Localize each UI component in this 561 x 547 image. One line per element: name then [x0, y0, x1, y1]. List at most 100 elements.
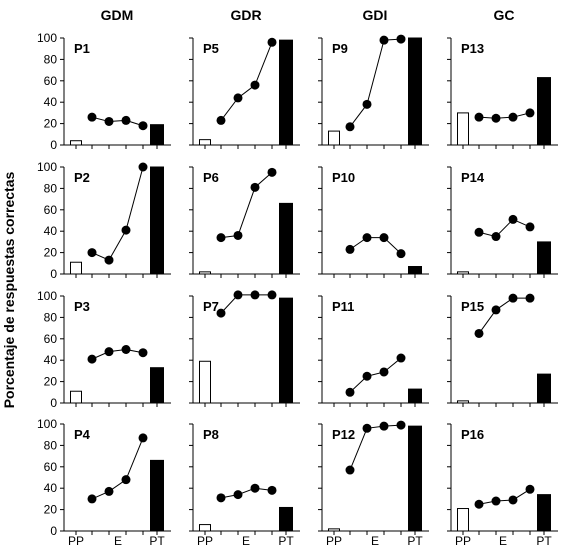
data-point-e [491, 113, 501, 123]
group-headers: GDM GDR GDI GC [101, 7, 515, 23]
panel-p3: 0 20 40 60 80 100 P3 [37, 289, 171, 410]
panel-label: P14 [461, 170, 485, 185]
bar-pp [328, 528, 340, 532]
bar-pt [150, 166, 164, 275]
panel-label: P2 [74, 170, 90, 185]
bar-pt [537, 373, 551, 404]
data-point-e [121, 345, 131, 354]
bar-pt [279, 297, 293, 404]
x-tick-label-e-col1: E [114, 534, 122, 547]
bar-pt [537, 241, 551, 275]
data-point-e [379, 35, 389, 45]
panel-label: P16 [461, 427, 484, 442]
bar-pp [199, 524, 211, 532]
data-point-e [508, 293, 518, 303]
data-point-e [121, 115, 131, 125]
data-point-e [474, 499, 484, 509]
data-point-e [362, 371, 372, 381]
bar-pt [408, 425, 422, 532]
data-point-e [233, 230, 243, 240]
bar-pt [537, 494, 551, 532]
y-tick-label: 100 [37, 31, 57, 45]
data-point-e [104, 347, 114, 357]
data-point-e [525, 222, 535, 232]
data-point-e [138, 162, 148, 172]
panel-p1: 0 20 40 60 80 100 P1 [37, 31, 171, 152]
data-point-e [379, 367, 389, 377]
group-label-gdm: GDM [101, 7, 134, 23]
data-point-e [250, 80, 260, 90]
y-tick-label: 20 [44, 246, 58, 260]
panel-p6: P6 [189, 166, 300, 278]
series-line-e [478, 488, 531, 505]
series-line-e [349, 424, 402, 471]
data-point-e [121, 475, 131, 485]
data-point-e [216, 233, 226, 243]
series-line-e [478, 218, 531, 238]
panel-p7: P7 [189, 290, 300, 407]
data-point-e [362, 233, 372, 243]
x-axis-labels: PP E PT PP E PT PP E PT PP E PT [68, 534, 552, 547]
panel-label: P3 [74, 299, 90, 314]
group-label-gc: GC [494, 7, 515, 23]
panel-p13: P13 [447, 37, 558, 149]
data-point-e [104, 116, 114, 126]
series-line-e [91, 166, 144, 261]
x-tick-label-pp-col3: PP [326, 534, 342, 547]
y-tick-label: 0 [50, 396, 57, 410]
y-tick-label: 100 [37, 289, 57, 303]
y-tick-label: 0 [50, 138, 57, 152]
x-tick-label-pt-col2: PT [278, 534, 294, 547]
series-line-e [349, 357, 402, 393]
bar-pt [408, 37, 422, 146]
y-tick-label: 80 [44, 310, 58, 324]
series-line-e [220, 487, 273, 499]
data-point-e [474, 112, 484, 122]
data-point-e [508, 214, 518, 224]
data-point-e [233, 490, 243, 500]
data-point-e [525, 108, 535, 118]
y-tick-label: 60 [44, 203, 58, 217]
series-line-e [220, 171, 273, 239]
data-point-e [474, 227, 484, 237]
bar-pt [537, 77, 551, 146]
data-point-e [525, 293, 535, 303]
data-point-e [87, 354, 97, 364]
bar-pt [408, 388, 422, 404]
data-point-e [216, 115, 226, 125]
series-line-e [349, 237, 402, 255]
series-line-e [478, 112, 531, 119]
panel-label: P11 [332, 299, 354, 314]
data-point-e [474, 328, 484, 338]
y-tick-label: 60 [44, 332, 58, 346]
bar-pt [150, 367, 164, 404]
bar-pt [279, 202, 293, 275]
bar-pp [70, 261, 82, 275]
data-point-e [345, 387, 355, 397]
y-tick-label: 80 [44, 181, 58, 195]
bar-pp [457, 508, 469, 532]
data-point-e [216, 493, 226, 503]
panel-label: P6 [203, 170, 219, 185]
panel-p15: P15 [447, 293, 558, 407]
y-tick-label: 80 [44, 438, 58, 452]
data-point-e [250, 483, 260, 493]
bar-pt [150, 124, 164, 146]
data-point-e [362, 423, 372, 433]
panel-label: P13 [461, 41, 484, 56]
series-line-e [220, 42, 273, 121]
data-point-e [379, 421, 389, 431]
data-point-e [525, 484, 535, 494]
group-label-gdr: GDR [230, 7, 261, 23]
x-tick-label-pp-col1: PP [68, 534, 84, 547]
y-tick-label: 0 [50, 267, 57, 281]
data-point-e [396, 34, 406, 44]
data-point-e [121, 225, 131, 235]
data-point-e [138, 348, 148, 358]
data-point-e [87, 494, 97, 504]
panel-p5: P5 [189, 37, 300, 149]
x-tick-label-e-col2: E [242, 534, 250, 547]
panel-label: P9 [332, 41, 348, 56]
data-point-e [396, 249, 406, 259]
data-point-e [104, 255, 114, 265]
